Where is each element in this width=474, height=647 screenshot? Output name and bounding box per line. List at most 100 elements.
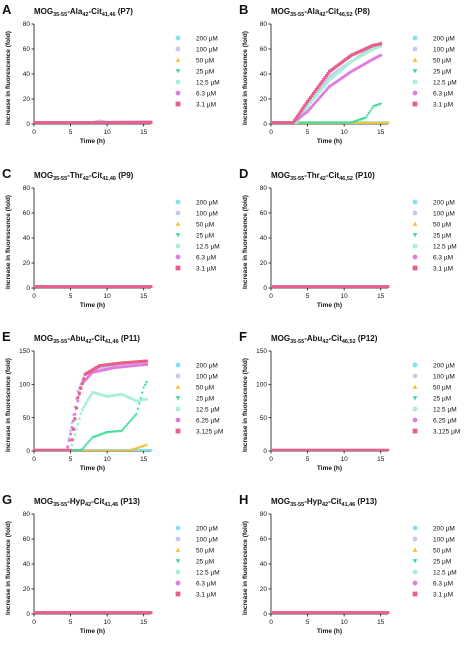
panel-letter: A: [2, 2, 12, 17]
title-main: MOG: [34, 171, 53, 180]
legend-marker: [175, 362, 181, 368]
legend-label: 6.3 µM: [196, 90, 216, 97]
legend-label: 50 µM: [196, 57, 214, 64]
legend-label: 12.5 µM: [196, 79, 220, 86]
title-suffix: (P12): [356, 334, 378, 343]
panel-letter: E: [2, 329, 11, 344]
data-point: [301, 106, 305, 110]
y-tick-label: 60: [23, 536, 31, 543]
plot-area: [34, 284, 153, 288]
data-point: [142, 386, 146, 390]
title-mid1: -Abu: [67, 334, 85, 343]
title-sub3: 46,52: [339, 12, 353, 18]
legend-marker: [175, 547, 181, 552]
legend-label: 25 µM: [196, 395, 214, 402]
y-axis-label: Increase in fluorescence (fold): [5, 521, 12, 615]
y-tick-label: 80: [23, 185, 31, 192]
data-point: [145, 359, 149, 363]
title-sub2: 42: [85, 502, 91, 508]
data-point: [137, 402, 141, 406]
data-point: [308, 96, 312, 99]
data-point: [294, 117, 298, 120]
data-point: [139, 397, 143, 400]
x-axis-label: Time (h): [317, 138, 342, 145]
x-tick-label: 5: [306, 456, 310, 463]
legend-label: 3.1 µM: [196, 101, 216, 108]
data-point: [86, 441, 90, 445]
series-3: [271, 102, 383, 124]
data-point: [368, 109, 372, 113]
y-tick-label: 0: [26, 285, 30, 292]
y-tick-label: 0: [263, 448, 267, 455]
data-point: [320, 80, 324, 83]
legend-label: 200 µM: [433, 35, 455, 42]
title-sub2: 42: [85, 339, 91, 345]
x-tick-label: 15: [377, 456, 385, 463]
x-tick-label: 5: [306, 129, 310, 136]
legend-label: 6.25 µM: [433, 417, 457, 424]
title-sub3: 41,46: [104, 502, 118, 508]
plot-area: [34, 611, 153, 614]
legend-marker: [175, 559, 181, 564]
data-point: [127, 421, 131, 425]
data-point: [80, 448, 84, 451]
x-tick-label: 15: [140, 456, 148, 463]
legend-marker: [412, 580, 418, 586]
legend-label: 200 µM: [196, 199, 218, 206]
legend-marker: [412, 69, 418, 74]
data-point: [140, 391, 144, 395]
x-tick-label: 5: [306, 293, 310, 300]
y-tick-label: 0: [263, 285, 267, 292]
title-mid1: -Thr: [67, 171, 83, 180]
legend-label: 25 µM: [196, 558, 214, 565]
data-point: [316, 86, 320, 89]
data-point: [69, 429, 73, 433]
data-point: [292, 119, 296, 123]
y-tick-label: 0: [26, 121, 30, 128]
title-sub3: 41,46: [105, 339, 119, 345]
x-tick-label: 10: [104, 293, 112, 300]
y-tick-label: 60: [260, 210, 268, 217]
legend-marker: [412, 243, 418, 249]
data-point: [143, 383, 147, 387]
y-tick-label: 40: [23, 71, 31, 78]
y-axis-label: Increase in fluorescence (fold): [242, 521, 249, 615]
legend-marker: [175, 254, 181, 260]
data-point: [86, 398, 90, 402]
series-6: [34, 359, 149, 451]
x-tick-label: 0: [32, 619, 36, 626]
x-axis-label: Time (h): [317, 628, 342, 635]
legend-label: 12.5 µM: [196, 406, 220, 413]
legend-marker: [412, 35, 418, 41]
title-suffix: (P13): [118, 497, 140, 506]
legend-marker: [175, 580, 181, 586]
title-main: MOG: [271, 171, 290, 180]
data-point: [73, 433, 77, 437]
data-point: [82, 405, 86, 409]
data-point: [77, 417, 81, 421]
data-point: [67, 436, 71, 440]
series-6: [271, 285, 390, 288]
title-mid2: -Cit: [325, 7, 339, 16]
legend-marker: [412, 406, 418, 412]
data-point: [311, 92, 315, 95]
legend-label: 12.5 µM: [433, 569, 457, 576]
data-point: [319, 82, 323, 85]
x-tick-label: 0: [269, 456, 273, 463]
chart-title: MOG35-55-Ala42-Cit41,46 (P7): [34, 7, 133, 18]
series-6: [271, 42, 383, 124]
data-point: [74, 406, 78, 410]
data-point: [304, 102, 308, 106]
data-point: [69, 432, 73, 436]
plot-area: [271, 611, 390, 614]
data-point: [145, 381, 149, 384]
title-suffix: (P11): [119, 334, 141, 343]
legend-label: 25 µM: [433, 232, 451, 239]
data-point: [386, 285, 390, 288]
x-tick-label: 15: [377, 129, 385, 136]
legend-label: 6.3 µM: [433, 254, 453, 261]
